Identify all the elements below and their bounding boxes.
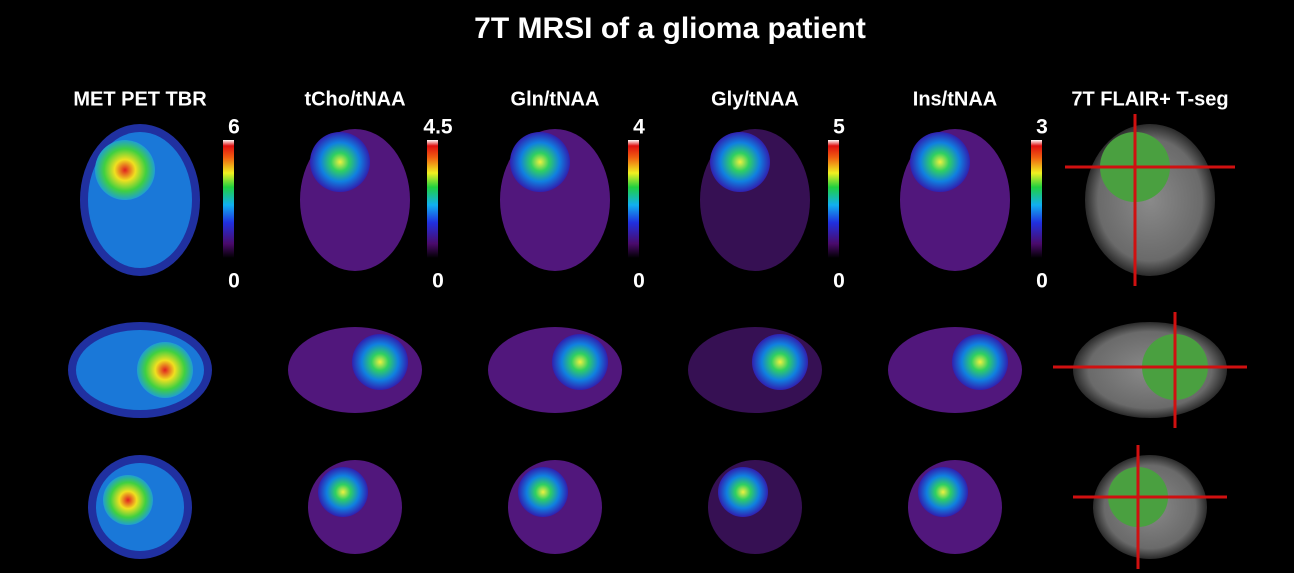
column-header: Gly/tNAA: [711, 88, 799, 110]
colorbar-min: 0: [432, 270, 444, 293]
mrsi-lesion: [310, 132, 370, 192]
colorbar: [828, 140, 839, 258]
colorbar: [1031, 140, 1042, 258]
mrsi-lesion: [918, 467, 968, 517]
mrsi-lesion: [510, 132, 570, 192]
mrsi-lesion: [710, 132, 770, 192]
colorbar-min: 0: [228, 270, 240, 293]
mrsi-lesion: [718, 467, 768, 517]
colorbar-max: 4.5: [423, 116, 453, 139]
colorbar-min: 0: [633, 270, 645, 293]
column-header: tCho/tNAA: [304, 88, 405, 110]
mrsi-lesion: [552, 334, 608, 390]
column-header: Gln/tNAA: [511, 88, 600, 110]
pet-lesion: [95, 140, 155, 200]
mrsi-lesion: [318, 467, 368, 517]
colorbar: [628, 140, 639, 258]
mrsi-lesion: [752, 334, 808, 390]
mrsi-lesion: [352, 334, 408, 390]
column-header: Ins/tNAA: [913, 88, 997, 110]
colorbar-max: 5: [833, 116, 845, 139]
colorbar: [223, 140, 234, 258]
pet-lesion: [137, 342, 193, 398]
figure-title: 7T MRSI of a glioma patient: [474, 12, 866, 45]
column-header: MET PET TBR: [73, 88, 207, 110]
colorbar-min: 0: [1036, 270, 1048, 293]
colorbar: [427, 140, 438, 258]
colorbar-max: 3: [1036, 116, 1048, 139]
pet-lesion: [103, 475, 153, 525]
colorbar-max: 6: [228, 116, 240, 139]
mrsi-lesion: [518, 467, 568, 517]
column-header: 7T FLAIR+ T-seg: [1071, 88, 1228, 110]
mrsi-lesion: [910, 132, 970, 192]
colorbar-min: 0: [833, 270, 845, 293]
mrsi-lesion: [952, 334, 1008, 390]
colorbar-max: 4: [633, 116, 645, 139]
